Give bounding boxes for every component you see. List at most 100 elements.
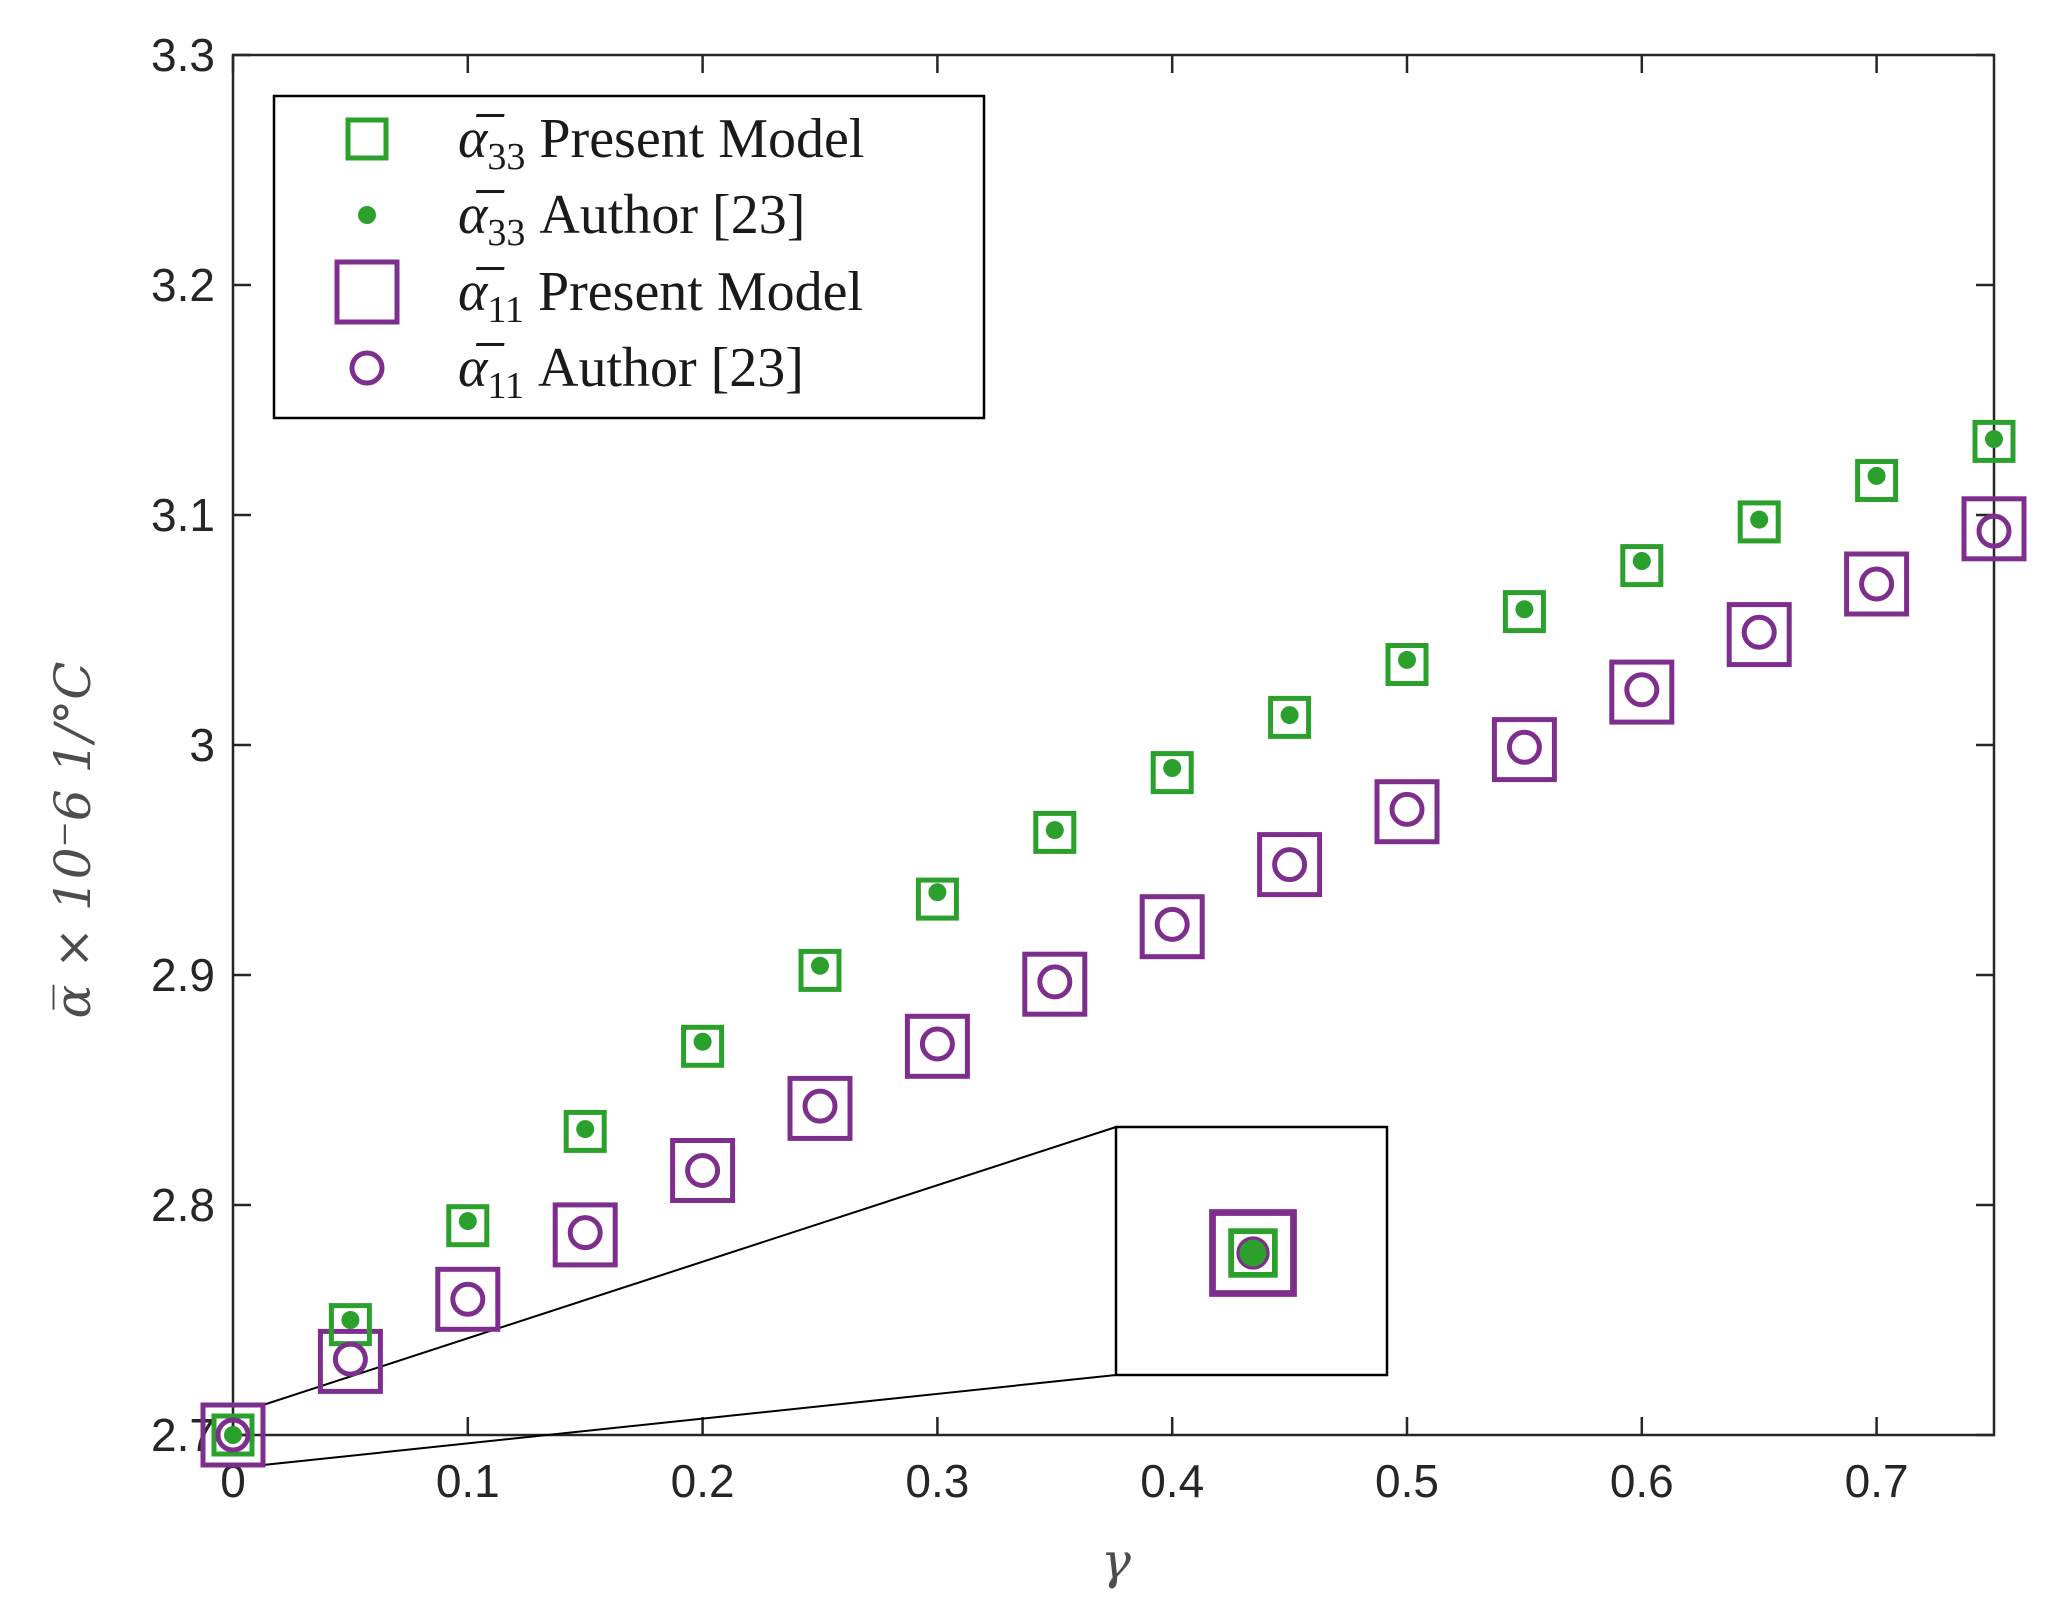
inset-point-small-square xyxy=(1228,1228,1278,1278)
inset-connector-lines xyxy=(262,1126,1117,1466)
y-tick-label: 3 xyxy=(189,719,215,771)
series-11-circle xyxy=(215,513,2012,1453)
legend-entry: α̅11 Author [23] xyxy=(349,337,804,407)
x-tick-label: 0.3 xyxy=(905,1455,969,1507)
point-circle xyxy=(332,1341,368,1377)
point-dot xyxy=(341,1311,360,1329)
point-square-large xyxy=(200,1402,266,1468)
series-33-square-small xyxy=(211,419,2016,1457)
point-square-large xyxy=(1139,894,1205,960)
x-tick-label: 0.5 xyxy=(1375,1455,1439,1507)
point-square-small xyxy=(446,1204,490,1248)
point-square-large xyxy=(1257,832,1323,898)
point-square-large xyxy=(1022,951,1088,1017)
point-dot xyxy=(1280,706,1299,725)
inset-connector-top xyxy=(262,1126,1117,1406)
point-circle xyxy=(1154,906,1190,942)
point-dot xyxy=(1632,552,1651,570)
point-square-small xyxy=(1150,751,1194,795)
point-square-small xyxy=(563,1109,607,1153)
inset-zoom xyxy=(1114,1125,1389,1377)
point-square-small xyxy=(1385,643,1429,686)
point-dot xyxy=(928,883,947,902)
legend-marker xyxy=(349,350,385,386)
x-tick-label: 0.4 xyxy=(1140,1455,1204,1507)
point-square-small xyxy=(915,877,959,921)
x-tick-label: 0.7 xyxy=(1845,1455,1909,1507)
point-circle xyxy=(1272,847,1308,883)
point-circle xyxy=(1976,513,2012,549)
point-circle xyxy=(1741,614,1777,650)
point-square-small xyxy=(1972,419,2016,463)
x-axis-title: γ xyxy=(1101,1532,1131,1590)
point-circle xyxy=(1859,566,1895,602)
y-axis-title: α̅ × 10⁻6 1/°C xyxy=(44,661,102,1018)
x-tick-label: 0.1 xyxy=(436,1455,500,1507)
point-circle xyxy=(1624,672,1660,708)
point-square-large xyxy=(317,1328,383,1394)
point-circle xyxy=(450,1281,486,1317)
point-square-small xyxy=(1502,590,1546,634)
axis-tick-labels: 0 0.1 0.2 0.3 0.4 0.5 0.6 0.72.72.82.933.13.23.… xyxy=(151,29,1909,1507)
y-tick-label: 3.1 xyxy=(151,489,215,541)
point-dot xyxy=(224,1426,242,1444)
point-dot xyxy=(1045,821,1064,840)
point-square-large xyxy=(552,1202,618,1268)
y-tick-label: 2.9 xyxy=(151,949,215,1001)
point-dot xyxy=(1398,650,1416,669)
inset-point-dot xyxy=(1239,1239,1267,1267)
point-dot xyxy=(1867,466,1886,485)
point-circle xyxy=(215,1417,251,1453)
point-square-small xyxy=(1737,500,1781,544)
series-33-dot xyxy=(224,430,2003,1444)
point-circle xyxy=(802,1088,838,1124)
y-tick-label: 3.3 xyxy=(151,29,215,81)
point-square-large xyxy=(1961,496,2027,562)
point-dot xyxy=(811,956,829,975)
point-dot xyxy=(576,1120,595,1139)
point-dot xyxy=(1515,600,1534,619)
legend-label: α̅33 Present Model xyxy=(458,108,864,178)
legend-label: α̅11 Author [23] xyxy=(458,337,804,407)
point-circle xyxy=(919,1026,955,1062)
y-tick-label: 2.8 xyxy=(151,1179,215,1231)
point-square-large xyxy=(1726,602,1792,668)
point-square-small xyxy=(1268,695,1312,739)
point-square-large xyxy=(904,1013,970,1079)
point-dot xyxy=(1163,759,1182,777)
legend-marker xyxy=(345,117,389,161)
point-circle xyxy=(1389,791,1425,827)
legend-marker xyxy=(358,206,376,224)
series-11-square-large xyxy=(200,496,2027,1468)
point-square-large xyxy=(787,1075,853,1141)
point-square-small xyxy=(211,1413,255,1457)
inset-connector-bottom xyxy=(262,1374,1117,1466)
point-square-small xyxy=(1620,544,1664,588)
point-square-large xyxy=(1374,779,1440,845)
point-square-small xyxy=(798,948,842,992)
point-circle xyxy=(567,1215,603,1251)
point-square-small xyxy=(1033,810,1077,854)
point-square-large xyxy=(435,1266,501,1332)
point-circle xyxy=(685,1153,721,1188)
x-tick-label: 0.2 xyxy=(671,1455,735,1507)
point-square-large xyxy=(1844,551,1910,617)
point-square-small xyxy=(681,1024,725,1068)
point-square-large xyxy=(1609,659,1675,725)
point-square-large xyxy=(670,1138,736,1203)
point-square-large xyxy=(1491,717,1557,783)
inset-point-circle xyxy=(1236,1236,1270,1270)
data-markers xyxy=(200,419,2027,1468)
point-circle xyxy=(1037,964,1073,1000)
inset-point-large-square xyxy=(1209,1209,1297,1297)
point-dot xyxy=(1985,430,2003,449)
legend-label: α̅33 Author [23] xyxy=(458,184,805,254)
point-square-small xyxy=(1855,459,1899,502)
point-circle xyxy=(1506,729,1542,765)
x-tick-label: 0.6 xyxy=(1610,1455,1674,1507)
legend-box xyxy=(272,94,986,420)
point-dot xyxy=(458,1212,477,1231)
legend-entry: α̅33 Author [23] xyxy=(358,184,805,254)
